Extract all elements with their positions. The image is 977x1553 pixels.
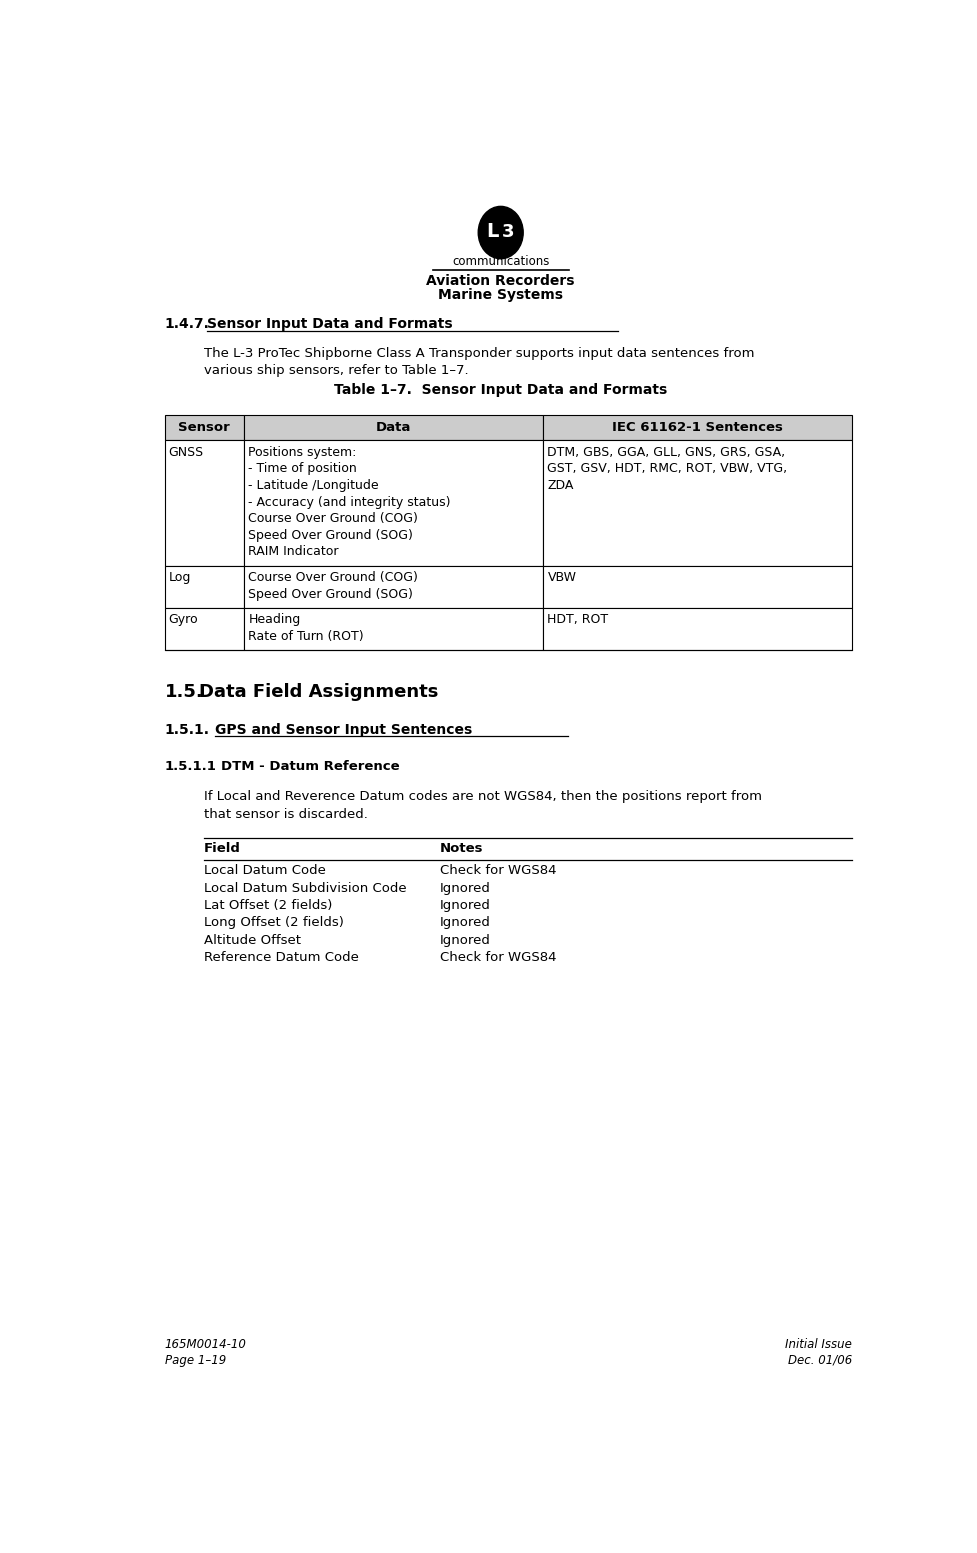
Ellipse shape xyxy=(478,207,524,259)
Text: Ignored: Ignored xyxy=(440,933,490,947)
Text: Local Datum Code: Local Datum Code xyxy=(203,865,325,877)
Text: Dec. 01/06: Dec. 01/06 xyxy=(787,1354,852,1367)
Text: Lat Offset (2 fields): Lat Offset (2 fields) xyxy=(203,899,332,912)
Text: Page 1–19: Page 1–19 xyxy=(165,1354,226,1367)
Text: Log: Log xyxy=(169,572,191,584)
Bar xyxy=(543,607,852,651)
Text: Marine Systems: Marine Systems xyxy=(439,287,563,301)
Bar xyxy=(244,415,543,441)
Text: Data: Data xyxy=(375,421,411,435)
Text: Course Over Ground (COG): Course Over Ground (COG) xyxy=(248,572,418,584)
Text: communications: communications xyxy=(452,255,549,269)
Text: If Local and Reverence Datum codes are not WGS84, then the positions report from: If Local and Reverence Datum codes are n… xyxy=(203,790,761,803)
Bar xyxy=(543,441,852,565)
Text: Reference Datum Code: Reference Datum Code xyxy=(203,950,359,964)
Bar xyxy=(165,441,244,565)
Text: HDT, ROT: HDT, ROT xyxy=(547,613,609,626)
Text: GPS and Sensor Input Sentences: GPS and Sensor Input Sentences xyxy=(215,722,472,736)
Text: Ignored: Ignored xyxy=(440,899,490,912)
Bar xyxy=(244,607,543,651)
Text: VBW: VBW xyxy=(547,572,576,584)
Text: DTM - Datum Reference: DTM - Datum Reference xyxy=(221,759,400,773)
Text: 3: 3 xyxy=(501,222,514,241)
Bar xyxy=(244,441,543,565)
Text: Rate of Turn (ROT): Rate of Turn (ROT) xyxy=(248,631,364,643)
Text: RAIM Indicator: RAIM Indicator xyxy=(248,545,339,558)
Text: Gyro: Gyro xyxy=(169,613,198,626)
Text: 1.5.1.: 1.5.1. xyxy=(165,722,210,736)
Text: L: L xyxy=(486,222,498,241)
Text: IEC 61162-1 Sentences: IEC 61162-1 Sentences xyxy=(612,421,783,435)
Text: 1.4.7.: 1.4.7. xyxy=(165,317,210,331)
Text: various ship sensors, refer to Table 1–7.: various ship sensors, refer to Table 1–7… xyxy=(203,365,468,377)
Bar xyxy=(165,607,244,651)
Text: Local Datum Subdivision Code: Local Datum Subdivision Code xyxy=(203,882,406,895)
Bar xyxy=(244,565,543,607)
Text: - Time of position: - Time of position xyxy=(248,463,358,475)
Text: Altitude Offset: Altitude Offset xyxy=(203,933,301,947)
Bar xyxy=(165,415,244,441)
Text: Check for WGS84: Check for WGS84 xyxy=(440,865,556,877)
Text: - Latitude /Longitude: - Latitude /Longitude xyxy=(248,478,379,492)
Text: Table 1–7.  Sensor Input Data and Formats: Table 1–7. Sensor Input Data and Formats xyxy=(334,384,667,398)
Text: ZDA: ZDA xyxy=(547,478,573,492)
Text: 1.5.1.1: 1.5.1.1 xyxy=(165,759,217,773)
Text: DTM, GBS, GGA, GLL, GNS, GRS, GSA,: DTM, GBS, GGA, GLL, GNS, GRS, GSA, xyxy=(547,446,786,458)
Text: that sensor is discarded.: that sensor is discarded. xyxy=(203,808,367,822)
Text: Sensor Input Data and Formats: Sensor Input Data and Formats xyxy=(207,317,453,331)
Text: GNSS: GNSS xyxy=(169,446,204,458)
Text: Ignored: Ignored xyxy=(440,916,490,929)
Text: - Accuracy (and integrity status): - Accuracy (and integrity status) xyxy=(248,495,451,508)
Text: Speed Over Ground (SOG): Speed Over Ground (SOG) xyxy=(248,587,413,601)
Text: Check for WGS84: Check for WGS84 xyxy=(440,950,556,964)
Bar xyxy=(543,415,852,441)
Text: Ignored: Ignored xyxy=(440,882,490,895)
Text: The L-3 ProTec Shipborne Class A Transponder supports input data sentences from: The L-3 ProTec Shipborne Class A Transpo… xyxy=(203,346,754,360)
Text: Notes: Notes xyxy=(440,842,484,856)
Text: Field: Field xyxy=(203,842,240,856)
Text: Heading: Heading xyxy=(248,613,301,626)
Text: Initial Issue: Initial Issue xyxy=(786,1339,852,1351)
Text: Aviation Recorders: Aviation Recorders xyxy=(427,273,574,287)
Text: Course Over Ground (COG): Course Over Ground (COG) xyxy=(248,512,418,525)
Bar xyxy=(165,565,244,607)
Text: Data Field Assignments: Data Field Assignments xyxy=(199,683,439,700)
Text: Sensor: Sensor xyxy=(179,421,231,435)
Text: GST, GSV, HDT, RMC, ROT, VBW, VTG,: GST, GSV, HDT, RMC, ROT, VBW, VTG, xyxy=(547,463,787,475)
Text: Positions system:: Positions system: xyxy=(248,446,357,458)
Text: 1.5.: 1.5. xyxy=(165,683,203,700)
Text: 165M0014-10: 165M0014-10 xyxy=(165,1339,246,1351)
Text: Long Offset (2 fields): Long Offset (2 fields) xyxy=(203,916,343,929)
Bar xyxy=(543,565,852,607)
Text: Speed Over Ground (SOG): Speed Over Ground (SOG) xyxy=(248,528,413,542)
